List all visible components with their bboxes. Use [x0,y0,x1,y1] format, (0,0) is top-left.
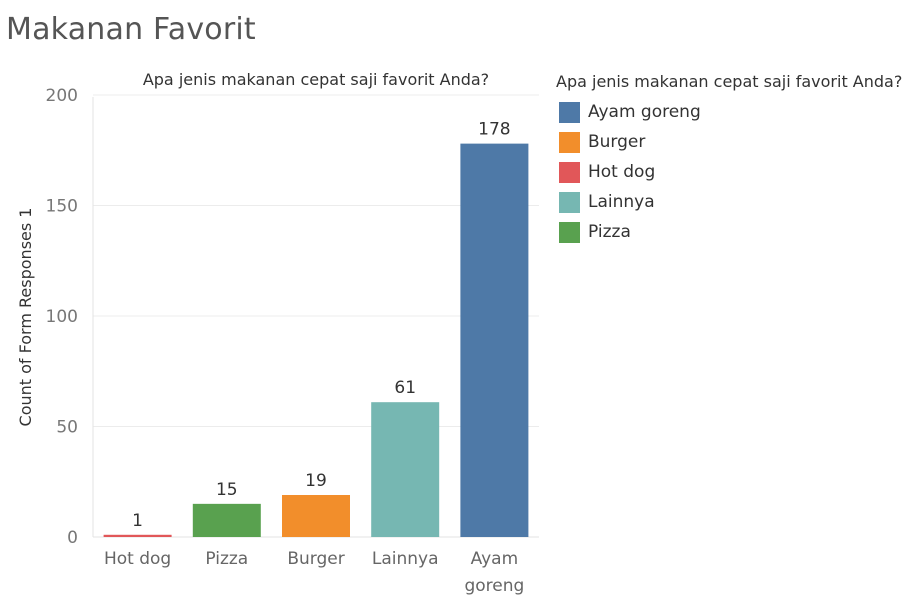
data-label-hot-dog: 1 [132,511,143,531]
legend-item[interactable]: Pizza [559,217,701,247]
legend-label: Hot dog [588,162,656,182]
bar-burger [282,495,350,537]
page-title: Makanan Favorit [6,12,256,47]
bar-hot-dog [103,534,172,537]
y-tick-label: 150 [46,197,78,217]
data-labels: 1 15 19 61 178 [132,120,510,531]
legend-item[interactable]: Hot dog [559,157,701,187]
legend-label: Lainnya [588,192,655,212]
legend-swatch [559,191,580,213]
x-tick-label-burger: Burger [287,549,344,569]
bar-pizza [192,503,261,537]
y-tick-label: 0 [67,528,78,548]
legend-item[interactable]: Lainnya [559,187,701,217]
x-tick-label-ayam-goreng: goreng [464,576,524,596]
data-label-ayam-goreng: 178 [478,120,510,140]
y-axis-title: Count of Form Responses 1 [16,208,35,427]
data-label-burger: 19 [305,471,327,491]
x-axis-tick-labels: Hot dog Pizza Burger Lainnya Ayam goreng [104,549,524,596]
legend: Ayam goreng Burger Hot dog Lainnya Pizza [559,97,701,247]
legend-label: Burger [588,132,646,152]
y-tick-label: 100 [46,307,78,327]
bar-lainnya [371,402,440,537]
legend-swatch [559,161,580,183]
x-tick-label-lainnya: Lainnya [372,549,439,569]
legend-item[interactable]: Burger [559,127,701,157]
data-label-pizza: 15 [216,480,238,500]
x-tick-label-pizza: Pizza [205,549,248,569]
legend-swatch [559,131,580,153]
y-tick-label: 50 [56,418,78,438]
legend-swatch [559,221,580,243]
legend-label: Ayam goreng [588,102,701,122]
x-tick-label-ayam-goreng: Ayam [471,549,519,569]
bars [103,143,529,537]
bar-ayam-goreng [460,143,529,537]
legend-title: Apa jenis makanan cepat saji favorit And… [556,72,903,91]
chart-title: Apa jenis makanan cepat saji favorit And… [142,70,490,89]
y-axis-tick-labels: 0 50 100 150 200 [46,86,78,548]
y-tick-label: 200 [46,86,78,106]
legend-swatch [559,101,580,123]
legend-item[interactable]: Ayam goreng [559,97,701,127]
x-tick-label-hot-dog: Hot dog [104,549,171,569]
data-label-lainnya: 61 [394,378,416,398]
legend-label: Pizza [588,222,631,242]
